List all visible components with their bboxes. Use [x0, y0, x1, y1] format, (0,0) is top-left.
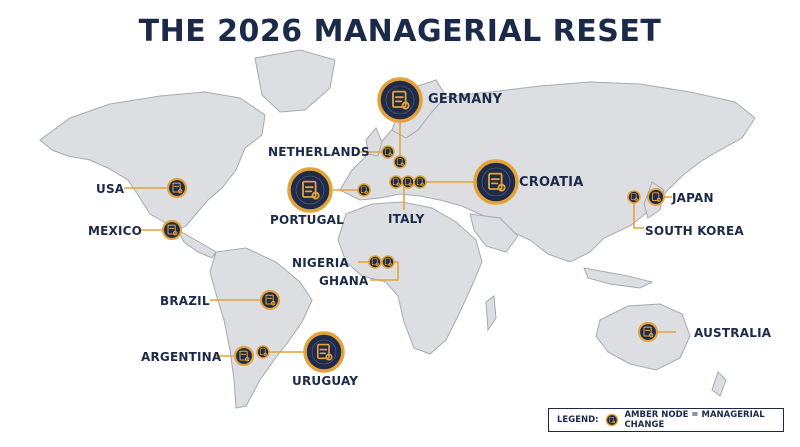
node-spain	[357, 183, 371, 197]
map-nodes	[161, 77, 665, 373]
label-nigeria: NIGERIA	[292, 256, 349, 270]
label-portugal: PORTUGAL	[270, 213, 345, 227]
node-south-korea	[627, 190, 641, 204]
node-croatia	[473, 159, 519, 205]
node-usa	[166, 177, 188, 199]
node-europe-a	[393, 155, 407, 169]
node-nigeria	[368, 255, 382, 269]
node-germany	[377, 77, 423, 123]
node-italy-a	[389, 175, 403, 189]
node-japan	[647, 188, 665, 206]
new-zealand	[711, 371, 727, 397]
node-uruguay	[303, 331, 345, 373]
label-brazil: BRAZIL	[160, 294, 210, 308]
madagascar	[485, 295, 497, 332]
central-america	[176, 228, 217, 259]
clipboard-whistle-icon	[605, 413, 618, 427]
label-usa: USA	[96, 182, 125, 196]
node-italy	[401, 175, 415, 189]
south-america	[209, 247, 313, 409]
label-argentina: ARGENTINA	[141, 350, 222, 364]
label-australia: AUSTRALIA	[694, 326, 772, 340]
node-australia	[637, 321, 659, 343]
arabia	[469, 213, 519, 253]
node-mexico	[161, 219, 183, 241]
africa	[337, 201, 483, 355]
label-croatia: CROATIA	[519, 175, 584, 190]
north-america	[39, 91, 266, 231]
node-europe-b	[413, 175, 427, 189]
label-japan: JAPAN	[672, 191, 714, 205]
node-argentina-b	[256, 345, 270, 359]
legend-text: AMBER NODE = MANAGERIAL CHANGE	[624, 410, 765, 430]
node-brazil	[259, 289, 281, 311]
label-mexico: MEXICO	[88, 224, 143, 238]
label-south-korea: SOUTH KOREA	[645, 224, 744, 238]
legend-prefix: LEGEND:	[557, 415, 599, 425]
page-title: THE 2026 MANAGERIAL RESET	[138, 14, 662, 49]
label-netherlands: NETHERLANDS	[268, 145, 370, 159]
node-portugal	[287, 167, 333, 213]
label-ghana: GHANA	[319, 274, 369, 288]
node-ghana	[381, 255, 395, 269]
greenland	[254, 49, 336, 113]
label-italy: ITALY	[388, 212, 425, 226]
label-germany: GERMANY	[428, 92, 503, 107]
indonesia	[583, 267, 654, 289]
node-netherlands	[381, 145, 395, 159]
legend: LEGEND: AMBER NODE = MANAGERIAL CHANGE	[548, 408, 784, 432]
node-argentina	[233, 345, 255, 367]
label-uruguay: URUGUAY	[292, 374, 359, 388]
